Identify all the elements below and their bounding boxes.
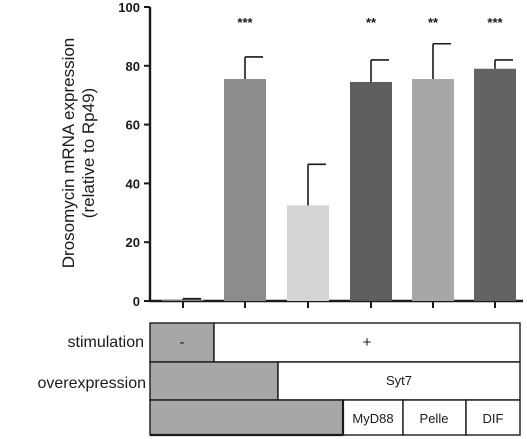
dif-text: DIF	[483, 411, 504, 426]
bar	[162, 299, 204, 301]
overexpression-row-label: overexpression	[38, 375, 147, 392]
design-table: stimulation overexpression - + Syt7 MyD8…	[38, 322, 521, 437]
y-tick-label: 40	[126, 176, 140, 191]
y-ticks: 0 20 40 60 80 100	[118, 0, 150, 309]
significance-label: **	[366, 15, 377, 30]
stimulation-plus-text: +	[363, 334, 372, 351]
overexpression-empty-cell	[149, 361, 279, 401]
significance-label: **	[428, 15, 439, 30]
dif-cell	[465, 399, 521, 436]
bar	[224, 79, 266, 301]
significance-label: ***	[237, 15, 253, 30]
row3-empty-cell	[149, 399, 344, 436]
stimulation-row-label: stimulation	[68, 334, 144, 351]
y-axis-title-line1: Drosomycin mRNA expression	[59, 38, 78, 269]
bar	[474, 68, 516, 302]
stimulation-minus-text: -	[180, 334, 185, 351]
y-tick-label: 0	[133, 294, 140, 309]
significance-label: ***	[487, 15, 503, 30]
y-tick-label: 100	[118, 0, 140, 15]
error-bars	[182, 42, 513, 300]
bar	[350, 81, 392, 301]
y-tick-label: 60	[126, 118, 140, 133]
syt7-text: Syt7	[386, 373, 412, 388]
significance-labels: *** ** ** ***	[237, 15, 503, 30]
bar	[287, 205, 329, 301]
pelle-text: Pelle	[420, 411, 449, 426]
y-tick-label: 20	[126, 235, 140, 250]
y-axis-title-line2: (relative to Rp49)	[79, 88, 98, 218]
bars	[162, 68, 516, 302]
myd88-text: MyD88	[352, 411, 393, 426]
x-ticks	[182, 301, 496, 308]
y-tick-label: 80	[126, 59, 140, 74]
bar	[412, 79, 454, 301]
stimulation-plus-cell	[213, 322, 521, 363]
